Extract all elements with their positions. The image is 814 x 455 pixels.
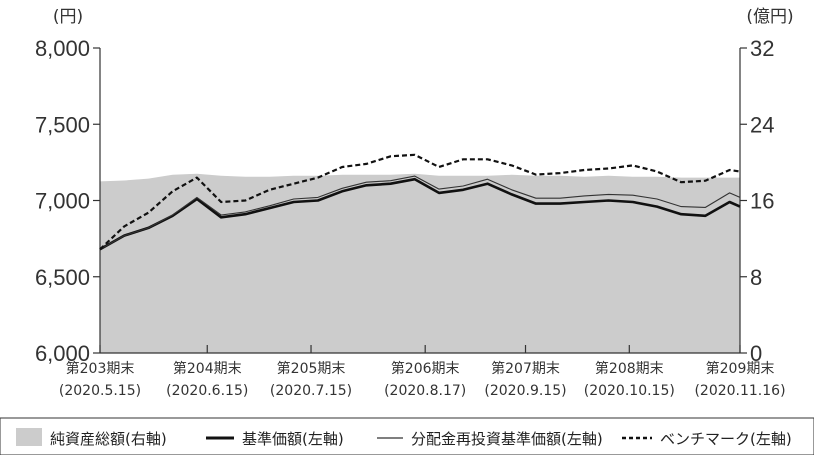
right-axis-unit: (億円) <box>746 7 793 27</box>
series-area-net-assets <box>100 173 740 353</box>
series-line-1 <box>99 177 741 251</box>
left-axis-tick-label: 7,500 <box>35 112 90 137</box>
series-line-3 <box>99 153 741 251</box>
left-axis-tick-label: 7,000 <box>35 189 90 214</box>
x-axis-tick-label: 第206期末 <box>391 360 460 377</box>
series-line-2 <box>99 175 741 250</box>
label-layer: (円) (億円) 6,000 6,500 7,000 7,500 8,000 0 8 16 24… <box>35 7 794 399</box>
x-axis-tick-date: (2020.5.15) <box>59 383 141 399</box>
x-axis-tick-date: (2020.6.15) <box>166 383 248 399</box>
x-axis-tick-label: 第204期末 <box>173 360 242 377</box>
legend-label: 分配金再投資基準価額(左軸) <box>411 430 603 448</box>
right-axis-tick-label: 0 <box>750 341 762 366</box>
x-axis-tick-label: 第209期末 <box>706 360 775 377</box>
legend-label: ベンチマーク(左軸) <box>660 430 792 448</box>
legend-swatch-area <box>16 428 42 446</box>
right-axis-tick-label: 32 <box>750 36 774 61</box>
x-axis-tick-date: (2020.8.17) <box>384 383 466 399</box>
left-axis-tick-label: 8,000 <box>35 36 90 61</box>
left-axis-unit: (円) <box>53 7 83 27</box>
x-axis-tick-label: 第208期末 <box>595 360 664 377</box>
x-axis-tick-date: (2020.11.16) <box>694 383 785 399</box>
x-axis-tick-label: 第207期末 <box>491 360 560 377</box>
left-axis-tick-label: 6,000 <box>35 341 90 366</box>
legend-label: 純資産総額(右軸) <box>50 430 167 448</box>
area-layer <box>100 173 740 353</box>
x-axis-tick-date: (2020.10.15) <box>584 383 675 399</box>
right-axis-tick-label: 16 <box>750 189 774 214</box>
right-axis-tick-label: 8 <box>750 265 762 290</box>
axis-layer <box>93 47 747 354</box>
left-axis-tick-label: 6,500 <box>35 265 90 290</box>
right-axis-tick-label: 24 <box>750 112 774 137</box>
x-axis-tick-label: 第205期末 <box>277 360 346 377</box>
x-axis-tick-label: 第203期末 <box>66 360 135 377</box>
line-layer <box>99 153 741 251</box>
x-axis-tick-date: (2020.9.15) <box>484 383 566 399</box>
legend: 純資産総額(右軸) 基準価額(左軸) 分配金再投資基準価額(左軸) ベンチマーク(左軸… <box>0 417 814 455</box>
x-axis-tick-date: (2020.7.15) <box>270 383 352 399</box>
legend-label: 基準価額(左軸) <box>242 430 344 448</box>
legend-box <box>0 417 814 455</box>
